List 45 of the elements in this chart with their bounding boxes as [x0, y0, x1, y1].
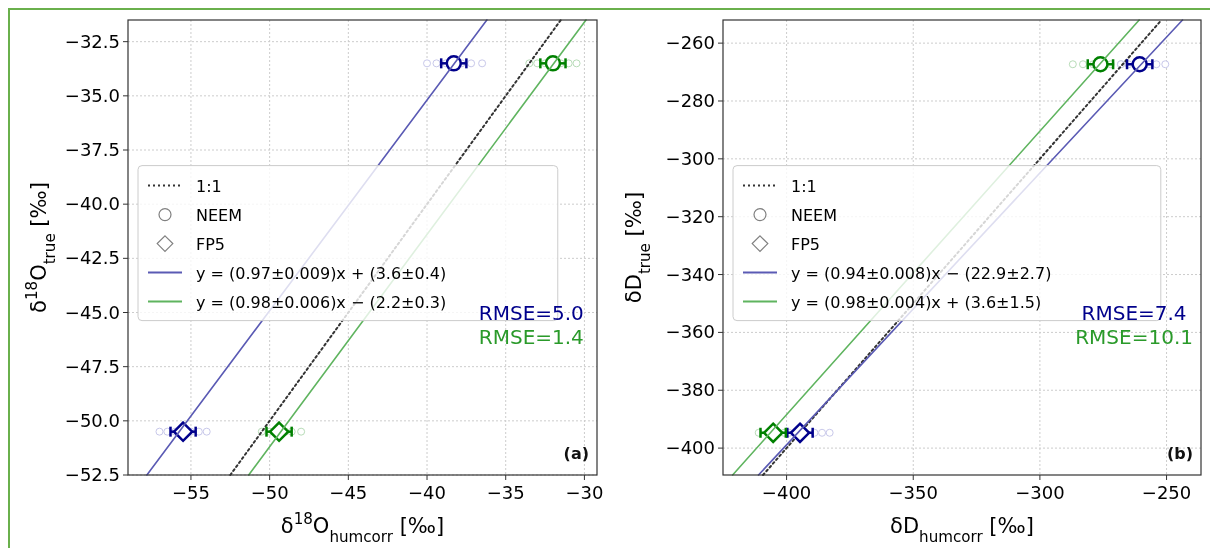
y-tick-label: −300 — [665, 147, 715, 169]
y-tick-label: −45.0 — [64, 301, 120, 323]
y-tick-label: −280 — [665, 89, 715, 111]
x-tick-label: −350 — [888, 482, 938, 503]
legend-label: y = (0.97±0.009)x + (3.6±0.4) — [196, 263, 447, 283]
x-axis-title: δD$_{humcorr}$ [‰] — [890, 514, 1034, 546]
annotation: RMSE=10.1 — [1075, 325, 1193, 350]
x-tick-label: −250 — [1141, 482, 1192, 503]
y-tick-label: −260 — [665, 32, 715, 54]
annotation: NEEM — [196, 205, 242, 225]
x-axis-title: δ$^{18}$O$_{humcorr}$ [‰] — [280, 510, 445, 546]
annotation: FP5 — [791, 234, 821, 254]
y-tick-label: −360 — [665, 321, 715, 343]
y-tick-label: −40.0 — [64, 193, 120, 215]
annotation: RMSE=5.0 — [478, 301, 584, 326]
y-tick-label: −340 — [665, 263, 715, 285]
legend-label: 1:1 — [196, 176, 222, 196]
y-tick-label: −50.0 — [64, 409, 120, 431]
legend-label: y = (0.98±0.004)x + (3.6±1.5) — [791, 292, 1042, 312]
y-tick-label: −52.5 — [64, 464, 120, 485]
y-tick-label: −320 — [665, 205, 715, 227]
x-tick-label: −55 — [171, 482, 210, 503]
annotation: RMSE=1.4 — [478, 325, 584, 350]
annotation: NEEM — [791, 205, 837, 225]
legend-label: y = (0.94±0.008)x − (22.9±2.7) — [791, 263, 1052, 283]
x-tick-label: −400 — [761, 482, 812, 503]
x-tick-label: −300 — [1015, 482, 1065, 503]
annotation: RMSE=7.4 — [1081, 301, 1187, 326]
x-tick-label: −50 — [250, 482, 289, 503]
y-tick-label: −42.5 — [64, 247, 120, 269]
y-tick-label: −47.5 — [64, 355, 120, 377]
y-tick-label: −37.5 — [64, 139, 120, 160]
x-tick-label: −30 — [565, 482, 604, 503]
annotation: FP5 — [196, 234, 226, 254]
legend-label: 1:1 — [791, 176, 817, 196]
x-tick-label: −40 — [408, 482, 447, 503]
y-tick-label: −400 — [665, 437, 715, 459]
x-tick-label: −45 — [329, 482, 368, 503]
x-tick-label: −35 — [486, 482, 525, 503]
y-tick-label: −32.5 — [64, 30, 120, 52]
y-tick-label: −35.0 — [64, 84, 120, 106]
annotation: (b) — [1166, 444, 1193, 463]
legend-label: y = (0.98±0.006)x − (2.2±0.3) — [196, 292, 447, 312]
annotation: (a) — [563, 444, 589, 463]
y-tick-label: −380 — [665, 379, 715, 401]
